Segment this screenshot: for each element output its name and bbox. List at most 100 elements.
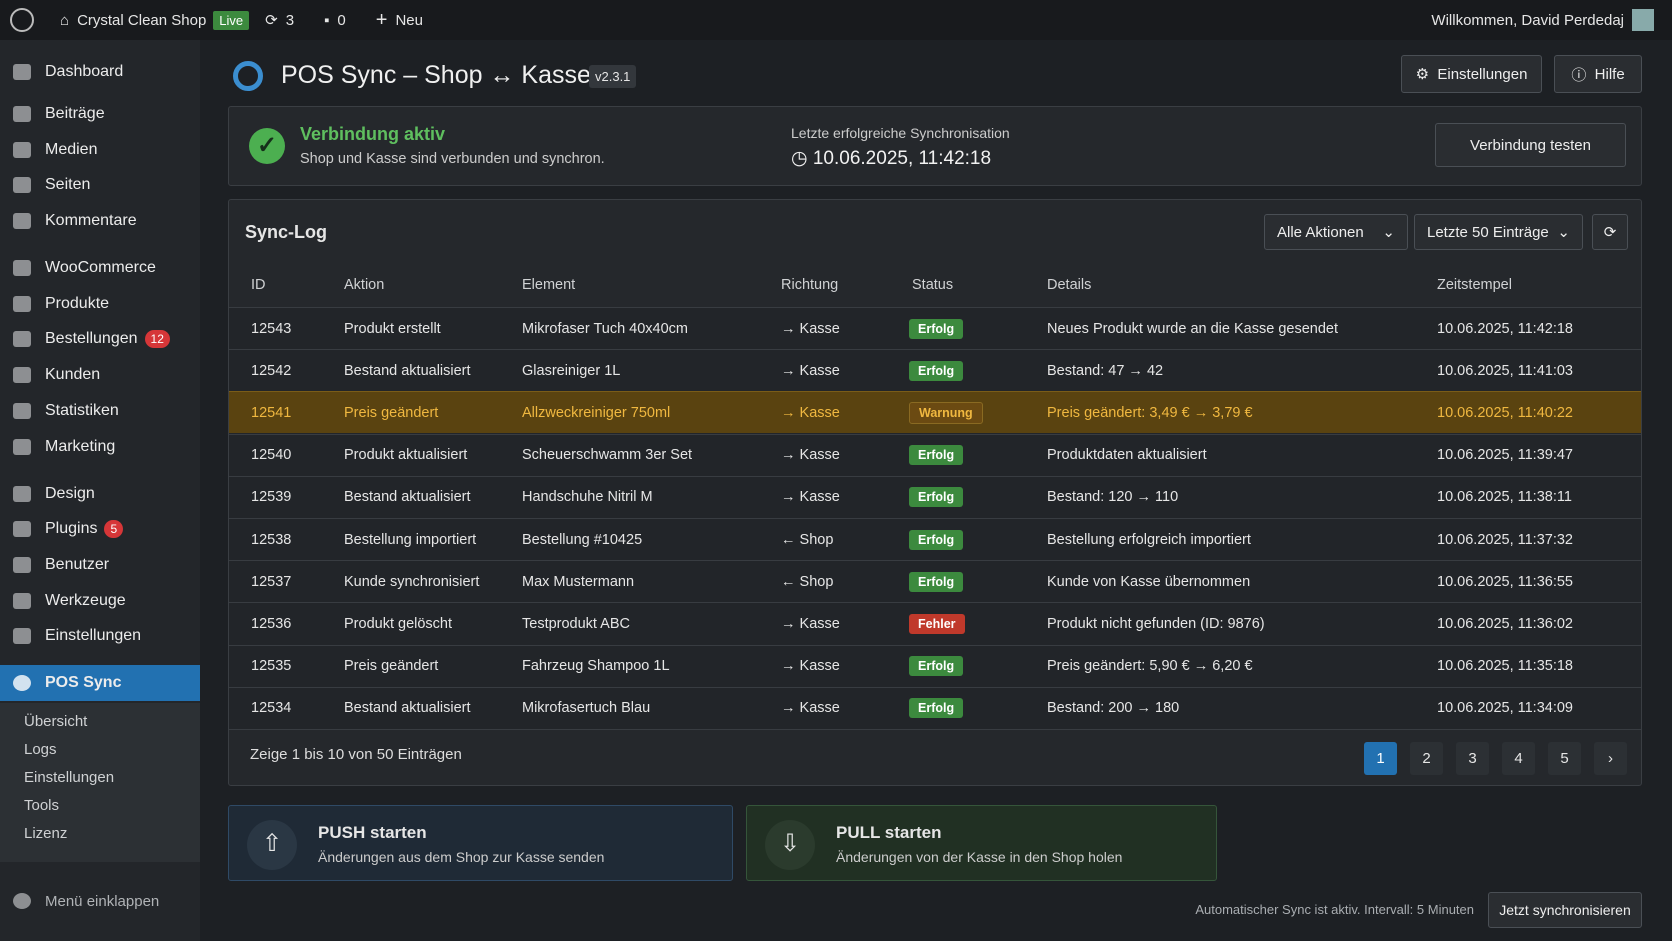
greeting[interactable]: Willkommen, David Perdedaj [1431,11,1624,29]
menu-item[interactable]: Einstellungen [0,618,200,654]
log-cell: Mikrofaser Tuch 40x40cm [522,320,689,337]
collapse-icon [13,893,31,909]
status-badge: Erfolg [909,318,964,339]
log-cell: Preis geändert [344,658,439,675]
updates[interactable]: 3 [285,11,295,29]
log-row: 12535 Preis geändert Fahrzeug Shampoo 1L → … [229,644,1641,687]
submenu-item[interactable]: Einstellungen [24,769,115,786]
menu-item[interactable]: Kunden [0,357,200,393]
log-cell: Bestellung erfolgreich importiert [1047,531,1251,548]
page-button[interactable]: 4 [1502,742,1535,775]
sync-log-card: Sync-Log Alle Aktionen ⌄ Letzte 50 Einträ… [228,199,1642,786]
submenu-item[interactable]: Logs [24,741,57,758]
menu-item[interactable]: Design [0,476,200,512]
menu-icon [13,177,31,193]
menu-item[interactable]: POS Sync [0,665,200,701]
menu-item[interactable]: Plugins 5 [0,511,200,547]
log-cell: 10.06.2025, 11:38:11 [1437,489,1572,506]
submenu-item[interactable]: Tools [24,797,60,814]
log-cell: 10.06.2025, 11:36:02 [1437,615,1573,632]
collapse-label: Menü einklappen [45,892,160,910]
status-text: Erfolg [909,698,964,719]
wp-logo[interactable] [10,8,34,32]
menu-item[interactable]: Beiträge [0,96,200,132]
log-cell: 12541 [251,404,292,421]
menu-label: Medien [45,141,98,158]
menu-item[interactable]: Benutzer [0,547,200,583]
menu-item[interactable]: Statistiken [0,393,200,429]
action-filter[interactable]: Alle Aktionen ⌄ [1264,214,1408,250]
menu-item[interactable]: Kommentare [0,203,200,239]
status-badge: Erfolg [909,698,964,719]
submenu-item[interactable]: Lizenz [24,825,68,842]
menu-icon [13,557,31,573]
log-cell: → Kasse [781,658,840,675]
status-text: Shop und Kasse sind verbunden und synchr… [300,151,605,167]
submenu-item[interactable]: Übersicht [24,713,88,730]
log-cell: Testprodukt ABC [522,615,630,632]
log-cell: 12536 [251,615,292,632]
log-cell: ← Shop [781,531,834,548]
log-row: 12536 Produkt gelöscht Testprodukt ABC → Ka… [229,602,1641,644]
status-text: Erfolg [909,571,964,592]
site-name[interactable]: Crystal Clean Shop [77,11,207,29]
column-header: Zeitstempel [1437,277,1512,293]
help-button[interactable]: ⓘ Hilfe [1554,55,1642,93]
count-filter[interactable]: Letzte 50 Einträge ⌄ [1414,214,1583,250]
log-cell: Neues Produkt wurde an die Kasse gesende… [1047,320,1338,337]
menu-item[interactable]: Marketing [0,429,200,465]
menu-item[interactable]: Werkzeuge [0,583,200,619]
sidebar: Dashboard Beiträge Medien Seiten Kommentare W… [0,40,200,941]
sync-now-button[interactable]: Jetzt synchronisieren [1488,892,1642,928]
menu-icon [13,106,31,122]
log-cell: 12535 [251,658,292,675]
page-button[interactable]: 5 [1548,742,1581,775]
pagination: 1 2 3 4 5 › [229,729,1641,786]
settings-button[interactable]: ⚙ Einstellungen [1401,55,1542,93]
pull-icon: ⇩ [765,820,815,870]
push-icon: ⇧ [247,820,297,870]
page-button[interactable]: 2 [1410,742,1443,775]
log-cell: → Kasse [781,447,840,464]
log-title: Sync-Log [245,222,328,242]
status-badge: Erfolg [909,529,964,550]
log-cell: Bestand: 200 → 180 [1047,700,1180,717]
log-cell: Preis geändert: 5,90 € → 6,20 € [1047,658,1253,675]
log-cell: Preis geändert: 3,49 € → 3,79 € [1047,404,1253,421]
page-button[interactable]: 3 [1456,742,1489,775]
column-header: Status [912,277,954,293]
page-button[interactable]: 1 [1364,742,1397,775]
log-row: 12537 Kunde synchronisiert Max Mustermann ←… [229,560,1641,602]
table-header: ID Aktion Element Richtung Status Details Zeit… [229,263,1641,307]
next-page[interactable]: › [1594,742,1627,775]
menu-item[interactable]: Medien [0,132,200,168]
push-card[interactable]: ⇧ PUSH starten Änderungen aus dem Shop z… [228,805,733,881]
new[interactable]: Neu [395,11,423,29]
refresh-button[interactable]: ⟳ [1592,214,1628,250]
comments[interactable]: 0 [337,11,346,29]
log-cell: 10.06.2025, 11:39:47 [1437,447,1573,464]
status-text: Warnung [909,401,983,424]
menu-item[interactable]: Seiten [0,167,200,203]
test-connection-button[interactable]: Verbindung testen [1435,123,1626,167]
log-cell: Bestellung importiert [344,531,477,548]
log-cell: 12540 [251,447,292,464]
log-cell: Produkt gelöscht [344,615,453,632]
menu-item[interactable]: WooCommerce [0,250,200,286]
auto-sync-text: Automatischer Sync ist aktiv. Intervall:… [1195,902,1474,917]
menu-label: Seiten [45,176,91,193]
log-cell: → Kasse [781,362,840,379]
menu-icon [13,213,31,229]
log-cell: → Kasse [781,700,840,717]
menu-icon [13,367,31,383]
menu-item[interactable]: Produkte [0,286,200,322]
collapse-menu[interactable]: Menü einklappen [0,883,200,919]
pull-card[interactable]: ⇩ PULL starten Änderungen von der Kasse … [746,805,1217,881]
menu-item[interactable]: Bestellungen 12 [0,321,200,357]
log-cell: Max Mustermann [522,573,635,590]
log-cell: 12542 [251,362,292,379]
menu-item[interactable]: Dashboard [0,54,200,90]
log-cell: 12534 [251,700,292,717]
plugin-logo [233,61,263,91]
